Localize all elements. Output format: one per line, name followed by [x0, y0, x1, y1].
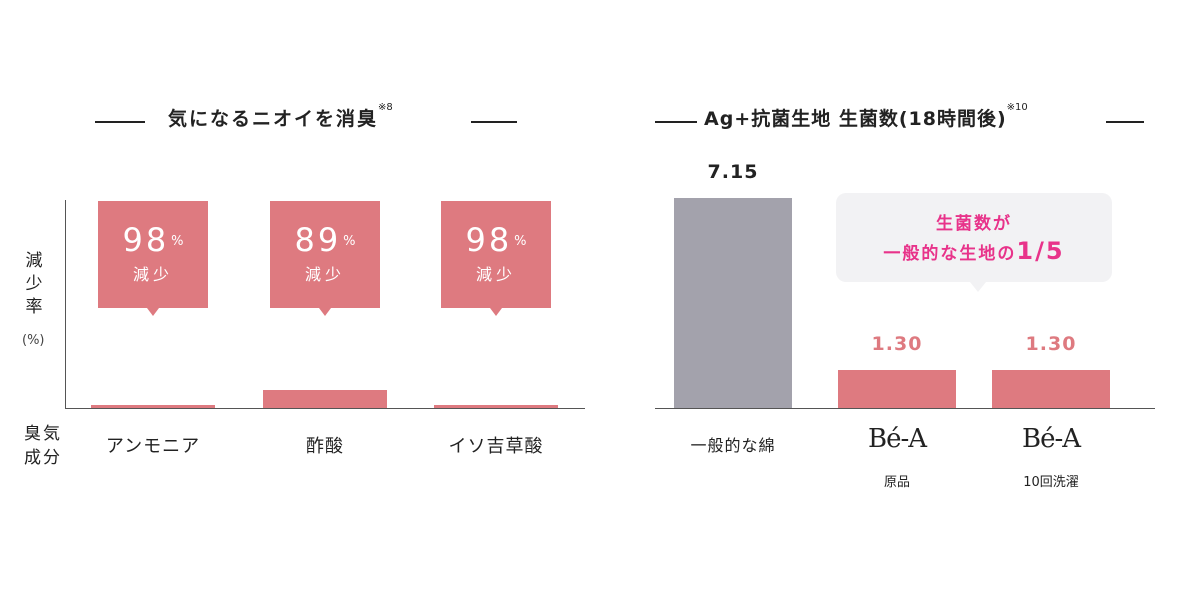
right-chart-title: Ag+抗菌生地 生菌数(18時間後)※10: [704, 102, 1028, 131]
value-label: 1.30: [871, 333, 923, 355]
right-title-rule-right: [1106, 121, 1144, 123]
left-chart-title-text: 気になるニオイを消臭: [168, 108, 379, 130]
bar-1: [674, 198, 792, 408]
reduction-callout: 89% 減少: [270, 201, 380, 316]
left-title-rule-left: [95, 121, 145, 123]
left-chart-title-note: ※8: [378, 102, 393, 113]
right-chart-title-note: ※10: [1006, 102, 1028, 113]
reduction-word: 減少: [475, 265, 516, 284]
left-title-rule-right: [471, 121, 517, 123]
reduction-word: 減少: [132, 265, 173, 284]
left-xlabel-line: 臭気: [24, 424, 62, 444]
left-ylabel-text: 減少率: [24, 250, 44, 319]
brand-logo: Bé-A: [1021, 424, 1081, 454]
category-sublabel: 10回洗濯: [1023, 475, 1079, 490]
left-xlabel: 臭気 成分: [24, 422, 64, 470]
bubble-emphasis: 1/5: [1016, 237, 1065, 265]
reduction-value: 98%: [122, 221, 184, 259]
brand-logo: Bé-A: [867, 424, 927, 454]
left-x-axis: [65, 408, 585, 409]
reduction-callout: 98% 減少: [98, 201, 208, 316]
reduction-unit: %: [514, 234, 527, 249]
reduction-callout: 98% 減少: [441, 201, 551, 316]
left-ylabel-char: 率: [25, 297, 43, 317]
right-chart-title-text: Ag+抗菌生地 生菌数(18時間後): [704, 108, 1007, 130]
bar-3: [992, 370, 1110, 408]
reduction-word: 減少: [304, 265, 345, 284]
category-label: 酢酸: [306, 436, 344, 457]
right-title-rule-left: [655, 121, 697, 123]
left-xlabel-line: 成分: [24, 448, 62, 468]
left-chart-title: 気になるニオイを消臭※8: [168, 102, 393, 131]
value-label: 1.30: [1025, 333, 1077, 355]
bar-3: [434, 405, 558, 408]
callout-bubble: 生菌数が 一般的な生地の1/5: [836, 193, 1112, 292]
bubble-line2-prefix: 一般的な生地の: [883, 244, 1017, 264]
left-ylabel-char: 減: [25, 251, 43, 271]
bubble-line2: 一般的な生地の1/5: [836, 237, 1112, 265]
bar-1: [91, 405, 215, 408]
left-y-axis: [65, 200, 66, 408]
category-label: イソ吉草酸: [448, 436, 544, 457]
left-ylabel-char: 少: [25, 274, 43, 294]
right-x-axis: [655, 408, 1155, 409]
left-yunit: (%): [22, 333, 45, 348]
category-label: 一般的な綿: [690, 436, 776, 455]
left-ylabel: 減少率: [24, 250, 44, 319]
bar-2: [838, 370, 956, 408]
category-sublabel: 原品: [883, 475, 910, 490]
reduction-value: 98%: [465, 221, 527, 259]
reduction-unit: %: [171, 234, 184, 249]
value-label: 7.15: [707, 161, 759, 183]
reduction-unit: %: [343, 234, 356, 249]
bar-2: [263, 390, 387, 408]
category-label: アンモニア: [105, 436, 201, 457]
reduction-value: 89%: [294, 221, 356, 259]
bubble-line1: 生菌数が: [936, 214, 1012, 234]
